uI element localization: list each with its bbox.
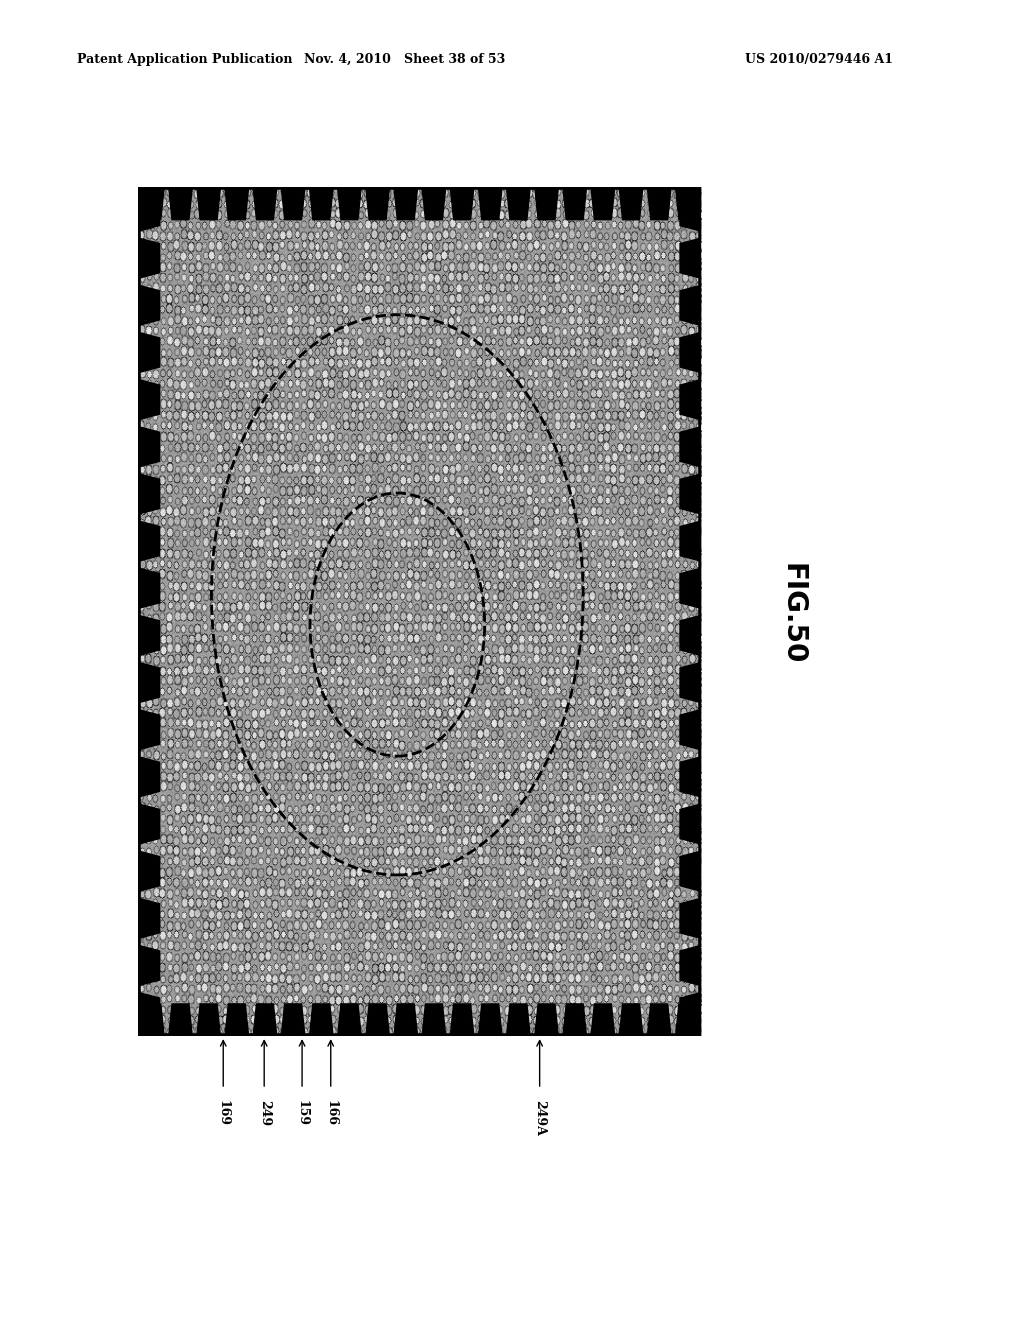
Polygon shape bbox=[535, 187, 558, 219]
Polygon shape bbox=[282, 1005, 305, 1036]
Polygon shape bbox=[680, 710, 701, 750]
Polygon shape bbox=[507, 1005, 530, 1036]
Text: 249: 249 bbox=[258, 1100, 270, 1126]
Polygon shape bbox=[138, 474, 160, 513]
Polygon shape bbox=[620, 187, 643, 219]
Polygon shape bbox=[680, 804, 701, 845]
Polygon shape bbox=[138, 333, 160, 372]
Polygon shape bbox=[680, 426, 701, 467]
Polygon shape bbox=[138, 756, 160, 797]
Polygon shape bbox=[253, 187, 276, 219]
Polygon shape bbox=[366, 187, 389, 219]
Polygon shape bbox=[680, 379, 701, 420]
Polygon shape bbox=[563, 1005, 587, 1036]
Polygon shape bbox=[680, 333, 701, 372]
Polygon shape bbox=[253, 1005, 276, 1036]
Text: 169: 169 bbox=[217, 1100, 229, 1126]
Polygon shape bbox=[366, 1005, 389, 1036]
Polygon shape bbox=[338, 1005, 361, 1036]
Polygon shape bbox=[680, 945, 701, 986]
Polygon shape bbox=[140, 1005, 164, 1036]
Polygon shape bbox=[680, 851, 701, 891]
Polygon shape bbox=[138, 710, 160, 750]
Polygon shape bbox=[138, 615, 160, 656]
Polygon shape bbox=[138, 663, 160, 702]
Polygon shape bbox=[197, 1005, 220, 1036]
Polygon shape bbox=[138, 379, 160, 420]
Polygon shape bbox=[225, 187, 249, 219]
Polygon shape bbox=[563, 187, 587, 219]
Polygon shape bbox=[680, 238, 701, 279]
Polygon shape bbox=[138, 945, 160, 986]
Text: FIG.50: FIG.50 bbox=[778, 564, 806, 664]
Polygon shape bbox=[680, 993, 701, 1032]
Polygon shape bbox=[680, 474, 701, 513]
Polygon shape bbox=[138, 851, 160, 891]
Polygon shape bbox=[451, 187, 474, 219]
Polygon shape bbox=[451, 1005, 474, 1036]
Polygon shape bbox=[478, 1005, 502, 1036]
Polygon shape bbox=[680, 898, 701, 939]
Polygon shape bbox=[140, 187, 164, 219]
Polygon shape bbox=[647, 187, 671, 219]
Polygon shape bbox=[169, 187, 193, 219]
Polygon shape bbox=[138, 568, 160, 609]
Polygon shape bbox=[422, 187, 445, 219]
Text: US 2010/0279446 A1: US 2010/0279446 A1 bbox=[745, 53, 893, 66]
Polygon shape bbox=[138, 804, 160, 845]
Polygon shape bbox=[680, 191, 701, 231]
Text: 166: 166 bbox=[325, 1100, 337, 1126]
Polygon shape bbox=[138, 191, 160, 231]
Polygon shape bbox=[138, 993, 160, 1032]
Polygon shape bbox=[680, 521, 701, 561]
Polygon shape bbox=[680, 285, 701, 326]
Polygon shape bbox=[282, 187, 305, 219]
Polygon shape bbox=[507, 187, 530, 219]
Polygon shape bbox=[197, 187, 220, 219]
Text: Patent Application Publication: Patent Application Publication bbox=[77, 53, 292, 66]
Polygon shape bbox=[338, 187, 361, 219]
Polygon shape bbox=[680, 663, 701, 702]
Polygon shape bbox=[422, 1005, 445, 1036]
Polygon shape bbox=[138, 238, 160, 279]
Text: 159: 159 bbox=[296, 1100, 308, 1126]
Polygon shape bbox=[680, 615, 701, 656]
Polygon shape bbox=[680, 756, 701, 797]
Polygon shape bbox=[309, 187, 333, 219]
Polygon shape bbox=[676, 187, 699, 219]
Polygon shape bbox=[620, 1005, 643, 1036]
Polygon shape bbox=[478, 187, 502, 219]
Polygon shape bbox=[138, 521, 160, 561]
Text: Nov. 4, 2010   Sheet 38 of 53: Nov. 4, 2010 Sheet 38 of 53 bbox=[304, 53, 505, 66]
Polygon shape bbox=[169, 1005, 193, 1036]
Polygon shape bbox=[394, 1005, 418, 1036]
Polygon shape bbox=[591, 1005, 614, 1036]
Polygon shape bbox=[225, 1005, 249, 1036]
Polygon shape bbox=[535, 1005, 558, 1036]
Polygon shape bbox=[309, 1005, 333, 1036]
Polygon shape bbox=[680, 568, 701, 609]
Polygon shape bbox=[138, 285, 160, 326]
Polygon shape bbox=[647, 1005, 671, 1036]
Polygon shape bbox=[138, 426, 160, 467]
Text: 249A: 249A bbox=[534, 1100, 546, 1135]
Polygon shape bbox=[394, 187, 418, 219]
Polygon shape bbox=[676, 1005, 699, 1036]
Polygon shape bbox=[138, 898, 160, 939]
Polygon shape bbox=[591, 187, 614, 219]
